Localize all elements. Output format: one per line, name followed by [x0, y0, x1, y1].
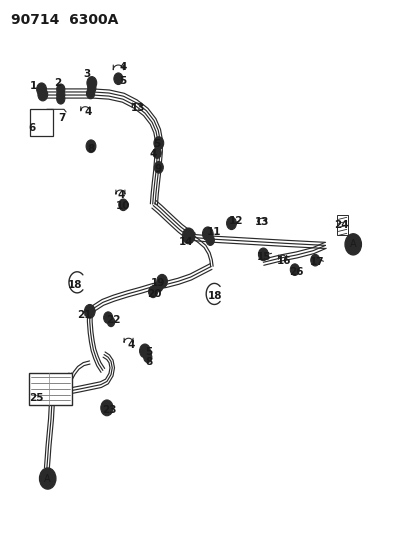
Circle shape: [86, 140, 96, 152]
Circle shape: [139, 344, 150, 358]
Text: 25: 25: [29, 393, 43, 403]
Circle shape: [206, 235, 214, 245]
Circle shape: [84, 304, 95, 318]
Text: 13: 13: [130, 103, 145, 114]
Text: 4: 4: [117, 190, 125, 200]
Circle shape: [148, 286, 157, 297]
Text: 11: 11: [206, 227, 221, 237]
Circle shape: [57, 90, 65, 100]
Text: 5: 5: [119, 76, 127, 86]
Circle shape: [87, 77, 97, 90]
Circle shape: [107, 317, 114, 327]
Text: 12: 12: [228, 216, 242, 225]
Text: 4: 4: [128, 340, 135, 350]
Circle shape: [143, 352, 152, 362]
Circle shape: [103, 312, 112, 324]
Circle shape: [154, 161, 163, 173]
Text: 24: 24: [333, 220, 347, 230]
Text: 4: 4: [149, 149, 157, 159]
Circle shape: [40, 468, 56, 489]
Text: 5: 5: [153, 139, 160, 149]
Circle shape: [38, 88, 47, 101]
Circle shape: [57, 93, 65, 104]
Circle shape: [157, 274, 167, 288]
Text: 14: 14: [178, 237, 192, 247]
Circle shape: [154, 281, 162, 292]
Circle shape: [86, 88, 95, 99]
Circle shape: [202, 227, 213, 241]
Text: 23: 23: [102, 405, 117, 415]
Circle shape: [37, 83, 46, 95]
Text: 22: 22: [107, 316, 121, 325]
Bar: [337, 215, 347, 236]
Circle shape: [88, 83, 96, 93]
Text: 4: 4: [85, 107, 92, 117]
Text: 19: 19: [150, 278, 165, 288]
Circle shape: [226, 217, 236, 230]
Text: 4: 4: [119, 62, 127, 72]
Text: 6: 6: [28, 123, 36, 133]
Text: 15: 15: [256, 252, 271, 262]
Text: 1: 1: [30, 81, 37, 91]
Text: 18: 18: [207, 290, 222, 301]
Circle shape: [100, 400, 113, 416]
Text: 8: 8: [145, 358, 152, 367]
Circle shape: [344, 234, 361, 255]
Text: 5: 5: [145, 348, 152, 358]
Circle shape: [57, 84, 65, 94]
Text: 7: 7: [58, 113, 66, 123]
Text: 20: 20: [147, 289, 161, 299]
Text: 26: 26: [288, 267, 303, 277]
Circle shape: [310, 254, 319, 266]
Text: 10: 10: [116, 201, 130, 212]
Text: 90714  6300A: 90714 6300A: [11, 13, 118, 27]
Text: 9: 9: [154, 164, 161, 174]
Text: 18: 18: [68, 280, 83, 290]
Text: 2: 2: [54, 78, 62, 88]
Text: 21: 21: [77, 310, 92, 320]
Text: 13: 13: [254, 217, 269, 227]
Text: 17: 17: [309, 257, 324, 267]
Circle shape: [182, 228, 194, 244]
Text: 8: 8: [87, 144, 94, 154]
Circle shape: [114, 73, 123, 85]
Bar: [29, 373, 72, 405]
Circle shape: [290, 264, 299, 276]
Circle shape: [258, 248, 268, 261]
Circle shape: [119, 199, 128, 211]
Text: 3: 3: [83, 69, 90, 79]
Text: A: A: [349, 239, 356, 249]
Circle shape: [154, 137, 163, 149]
Text: 16: 16: [276, 256, 290, 266]
Bar: [30, 109, 53, 136]
Circle shape: [153, 148, 161, 158]
Text: A: A: [44, 473, 51, 483]
